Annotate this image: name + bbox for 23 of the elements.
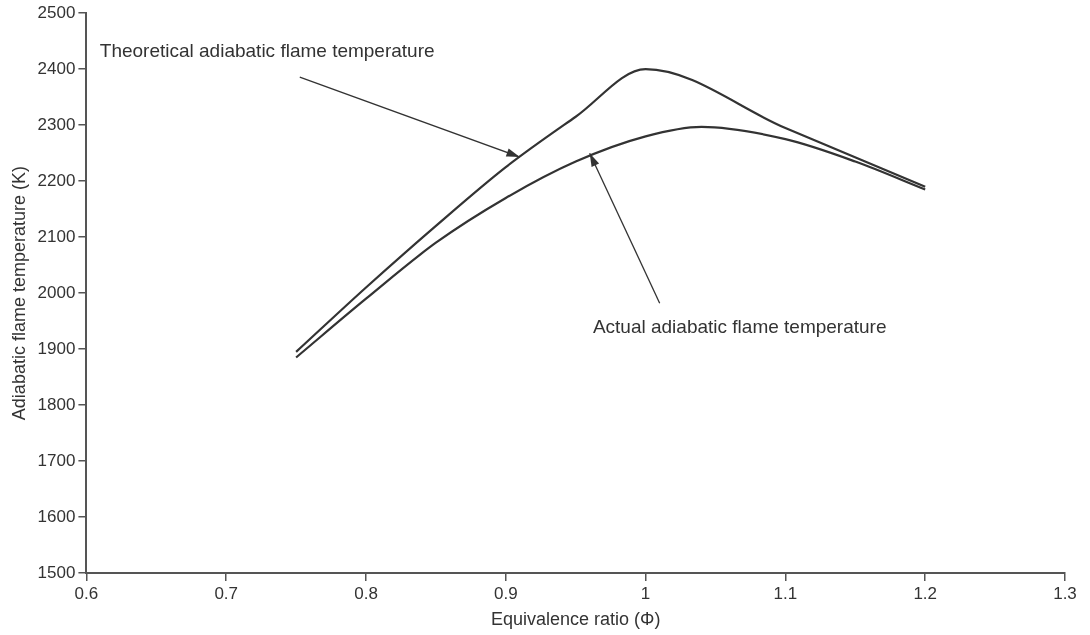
y-tick-label: 2000 — [37, 282, 76, 302]
x-tick-label: 1.1 — [773, 583, 798, 603]
y-tick-label: 1700 — [37, 450, 76, 470]
y-tick-label: 2200 — [37, 170, 76, 190]
x-tick-label: 0.9 — [493, 583, 518, 603]
y-axis-title: Adiabatic flame temperature (K) — [8, 166, 29, 421]
x-tick-label: 0.7 — [214, 583, 239, 603]
y-tick-label: 1900 — [37, 338, 76, 358]
x-tick-label: 0.6 — [74, 583, 99, 603]
y-tick-label: 1800 — [37, 394, 76, 414]
annotation: Actual adiabatic flame temperature — [592, 316, 887, 338]
y-tick-label: 1500 — [37, 562, 76, 582]
x-tick-label: 0.8 — [354, 583, 378, 603]
annotation: Theoretical adiabatic flame temperature — [99, 40, 435, 62]
x-tick-label: 1 — [640, 583, 651, 603]
y-tick-label: 1600 — [37, 506, 76, 526]
x-tick-label: 1.2 — [913, 583, 938, 603]
x-tick-label: 1.3 — [1053, 583, 1077, 603]
y-tick-label: 2400 — [37, 58, 76, 78]
y-tick-label: 2300 — [37, 114, 76, 134]
x-axis-title: Equivalence ratio (Φ) — [490, 609, 661, 630]
y-tick-label: 2100 — [37, 226, 76, 246]
y-tick-label: 2500 — [37, 2, 76, 22]
